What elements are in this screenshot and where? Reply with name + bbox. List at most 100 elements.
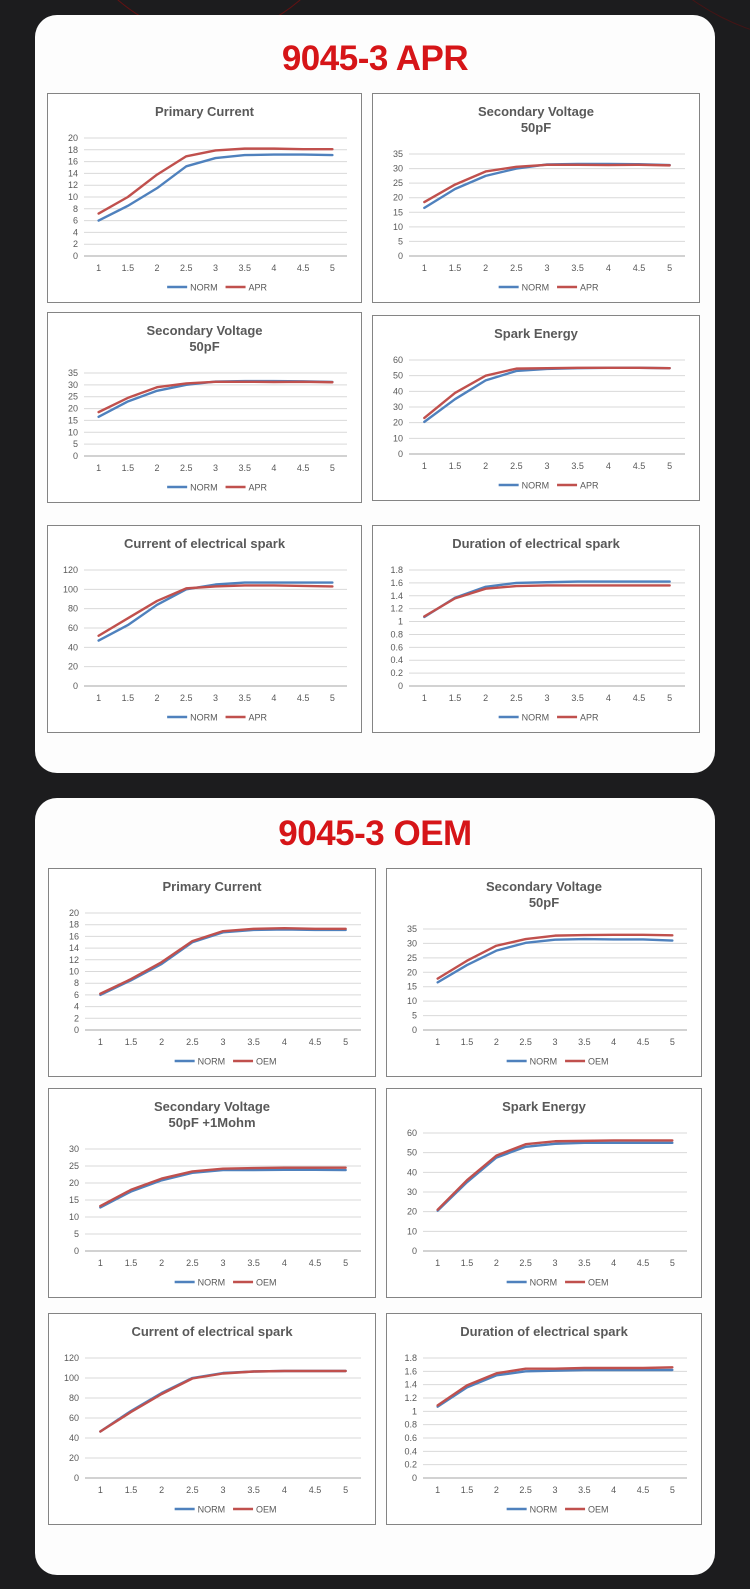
y-tick-label: 40	[69, 1433, 79, 1443]
x-tick-label: 5	[330, 693, 335, 703]
x-tick-label: 1	[435, 1037, 440, 1047]
series-line-NORM	[99, 928, 347, 997]
x-tick-label: 4	[271, 693, 276, 703]
chart-duration-electrical-spark-apr: Duration of electrical spark 0 0.2 0.4 0.6 0.…	[372, 525, 700, 733]
y-tick-label: 2	[74, 1013, 79, 1023]
x-tick-label: 4.5	[309, 1258, 322, 1268]
chart-duration-electrical-spark-oem: Duration of electrical spark 0 0.2 0.4 0.6 0.…	[386, 1313, 702, 1525]
y-tick-label: 16	[68, 157, 78, 167]
x-tick-label: 2	[159, 1485, 164, 1495]
y-tick-label: 12	[69, 955, 79, 965]
y-tick-label: 0	[398, 251, 403, 261]
x-tick-label: 1.5	[122, 463, 135, 473]
legend-label: OEM	[588, 1505, 609, 1515]
chart-secondary-voltage-50pf-apr: Secondary Voltage 50pF 0 5 10 15 20 25 30 35 1 1.5 2…	[372, 93, 700, 303]
x-tick-label: 1	[422, 693, 427, 703]
y-tick-label: 16	[69, 931, 79, 941]
series-line-NORM	[97, 379, 334, 419]
legend-label: NORM	[198, 1278, 226, 1288]
y-tick-label: 0.8	[404, 1420, 417, 1430]
y-tick-label: 15	[69, 1195, 79, 1205]
series-line-OEM	[99, 927, 347, 995]
x-tick-label: 4	[606, 461, 611, 471]
y-tick-label: 1	[398, 617, 403, 627]
x-tick-label: 1.5	[125, 1258, 138, 1268]
series-line-APR	[423, 366, 671, 420]
y-tick-label: 35	[407, 924, 417, 934]
y-tick-label: 0.2	[390, 668, 403, 678]
legend-label: NORM	[522, 481, 550, 491]
y-tick-label: 10	[393, 433, 403, 443]
y-tick-label: 25	[407, 953, 417, 963]
y-tick-label: 8	[73, 204, 78, 214]
x-tick-label: 3	[552, 1485, 557, 1495]
x-tick-label: 2	[155, 463, 160, 473]
series-line-OEM	[436, 1366, 674, 1407]
x-tick-label: 1.5	[461, 1485, 474, 1495]
y-tick-label: 5	[398, 236, 403, 246]
y-tick-label: 10	[393, 222, 403, 232]
x-tick-label: 1.5	[122, 263, 135, 273]
x-tick-label: 4.5	[637, 1258, 650, 1268]
series-line-NORM	[99, 1369, 347, 1433]
chart-title: 50pF	[529, 895, 559, 910]
y-tick-label: 30	[393, 402, 403, 412]
y-tick-label: 100	[64, 1373, 79, 1383]
series-line-APR	[423, 163, 671, 204]
chart-secondary-voltage-50pf-apr-2: Secondary Voltage 50pF 0 5 10 15 20 25 30 35 1 1.5 2…	[47, 312, 362, 503]
y-tick-label: 8	[74, 978, 79, 988]
y-tick-label: 20	[69, 1453, 79, 1463]
x-tick-label: 1.5	[125, 1485, 138, 1495]
legend-label: OEM	[588, 1057, 609, 1067]
y-tick-label: 0.8	[390, 629, 403, 639]
y-tick-label: 60	[393, 355, 403, 365]
x-tick-label: 3	[552, 1037, 557, 1047]
x-tick-label: 2	[155, 263, 160, 273]
x-tick-label: 5	[670, 1037, 675, 1047]
x-tick-label: 1.5	[122, 693, 135, 703]
y-tick-label: 5	[74, 1229, 79, 1239]
y-tick-label: 0	[74, 1473, 79, 1483]
x-tick-label: 3.5	[571, 461, 584, 471]
y-tick-label: 1.4	[404, 1380, 417, 1390]
y-tick-label: 10	[69, 967, 79, 977]
x-tick-label: 2.5	[519, 1485, 532, 1495]
x-tick-label: 1.5	[449, 461, 462, 471]
y-tick-label: 30	[407, 938, 417, 948]
x-tick-label: 2	[159, 1037, 164, 1047]
series-line-NORM	[423, 162, 671, 210]
x-tick-label: 1	[98, 1485, 103, 1495]
y-tick-label: 15	[393, 207, 403, 217]
y-tick-label: 40	[407, 1167, 417, 1177]
x-tick-label: 2	[159, 1258, 164, 1268]
y-tick-label: 0	[412, 1025, 417, 1035]
y-tick-label: 0	[398, 681, 403, 691]
y-tick-label: 30	[69, 1144, 79, 1154]
x-tick-label: 2.5	[519, 1037, 532, 1047]
legend-label: OEM	[588, 1278, 609, 1288]
x-tick-label: 3	[544, 461, 549, 471]
x-tick-label: 2.5	[180, 463, 193, 473]
chart-title: Duration of electrical spark	[460, 1324, 628, 1339]
x-tick-label: 5	[343, 1037, 348, 1047]
y-tick-label: 0	[74, 1025, 79, 1035]
panel-title-oem: 9045-3 OEM	[278, 814, 472, 853]
y-tick-label: 120	[64, 1353, 79, 1363]
y-tick-label: 80	[69, 1393, 79, 1403]
chart-title: Primary Current	[163, 879, 263, 894]
x-tick-label: 2.5	[519, 1258, 532, 1268]
legend-label: APR	[249, 713, 268, 723]
x-tick-label: 3.5	[238, 263, 251, 273]
legend-label: OEM	[256, 1057, 277, 1067]
chart-title: 50pF	[189, 339, 219, 354]
y-tick-label: 4	[74, 1002, 79, 1012]
chart-title: Current of electrical spark	[131, 1324, 293, 1339]
y-tick-label: 0.2	[404, 1460, 417, 1470]
x-tick-label: 5	[670, 1258, 675, 1268]
legend-label: NORM	[530, 1057, 558, 1067]
x-tick-label: 3.5	[578, 1037, 591, 1047]
chart-primary-current-oem: Primary Current 0 2 4 6 8 10 12 14 16 18 20 1 1.5 2 2.5…	[48, 868, 376, 1077]
x-tick-label: 4	[611, 1258, 616, 1268]
